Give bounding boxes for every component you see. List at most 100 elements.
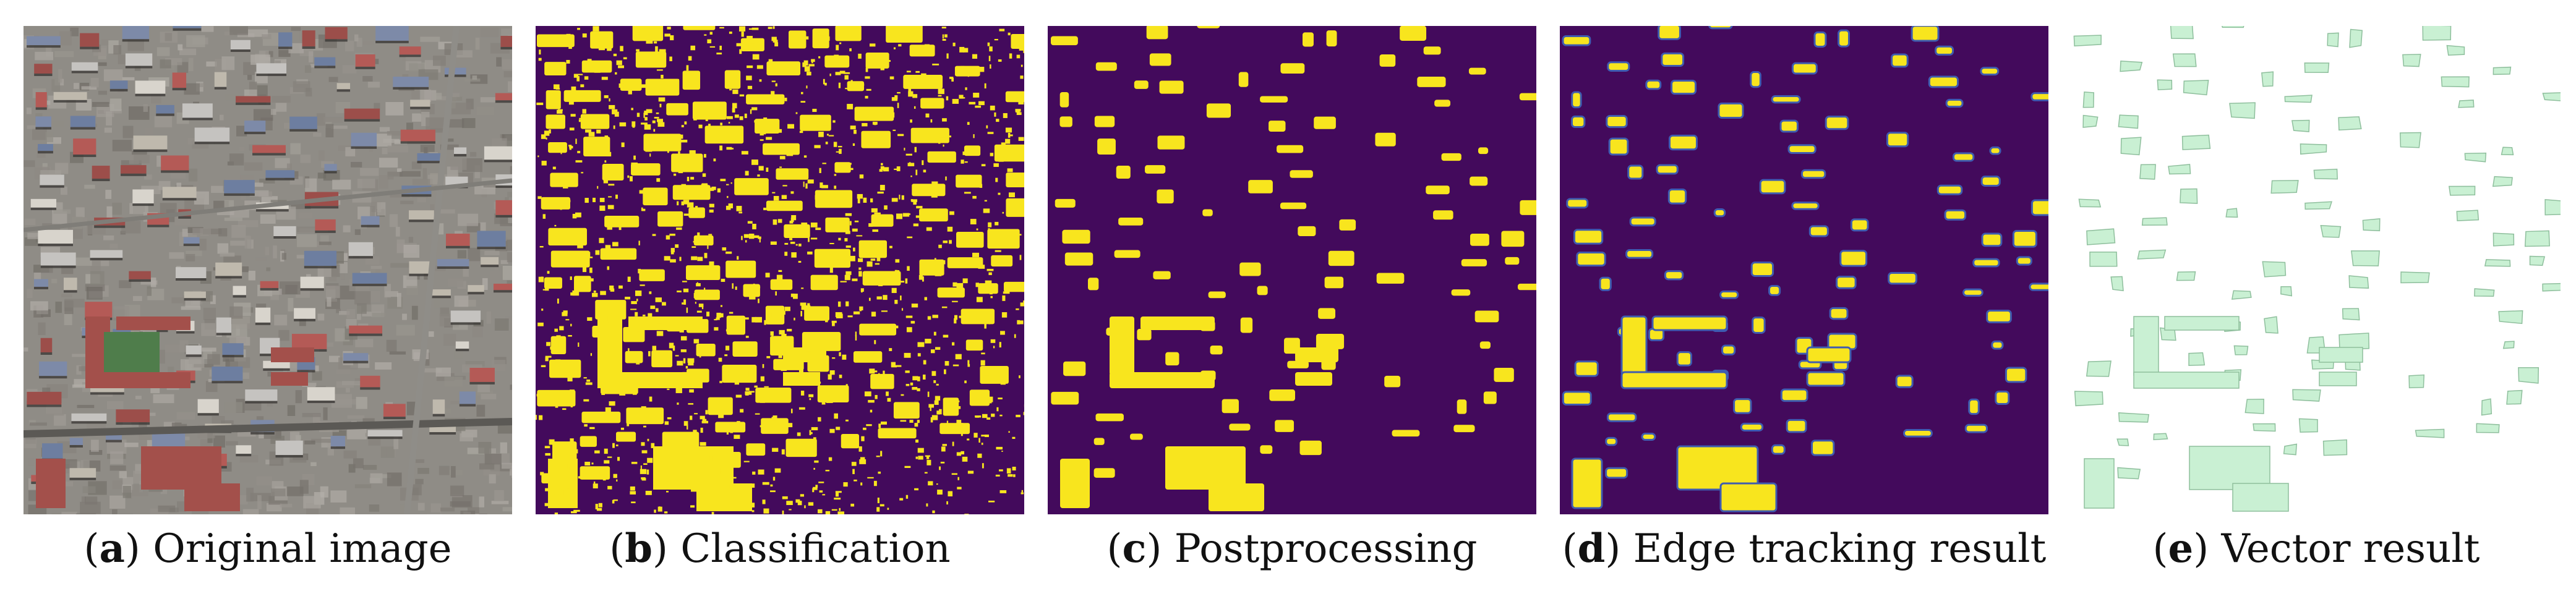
noise-pixel [751,446,756,449]
noise-pixel [541,276,543,281]
noise-pixel [851,462,857,466]
noise-pixel [814,354,821,356]
building-roof [348,242,374,257]
noise-pixel [975,283,979,287]
noise-pixel [664,33,670,37]
noise-pixel [811,59,815,62]
noise-pixel [956,283,964,288]
building-pixel [581,60,612,73]
tracked-edge [1771,95,1801,104]
noise-pixel [589,257,593,258]
noise-pixel [1019,234,1022,236]
noise-pixel [952,282,957,287]
building-roof [399,46,421,55]
noise-pixel [717,188,721,193]
noise-pixel [549,66,555,70]
noise-pixel [828,374,832,380]
noise-pixel [750,109,752,114]
noise-pixel [764,320,766,325]
noise-pixel [865,67,868,72]
noise-pixel [760,376,764,381]
noise-pixel [839,42,842,45]
noise-pixel [801,33,805,38]
noise-pixel [790,293,795,297]
noise-pixel [699,355,701,358]
building-polygon [2448,185,2476,196]
noise-pixel [891,287,897,294]
noise-pixel [739,26,746,32]
building-pixel [927,151,956,163]
tracked-edge [1891,53,1909,68]
building-pixel [763,143,800,155]
building-blob [1318,308,1336,319]
noise-pixel [559,326,564,331]
noise-pixel [555,359,561,363]
noise-pixel [568,45,572,49]
noise-pixel [1008,32,1011,36]
tracked-edge [1599,276,1612,291]
noise-pixel [737,256,739,260]
noise-pixel [675,244,679,248]
noise-pixel [646,109,653,113]
noise-pixel [689,150,696,155]
noise-pixel [636,331,640,335]
building-roof [429,425,456,433]
tracked-edge [1641,432,1656,441]
noise-pixel [845,231,850,234]
building-roof [409,261,430,274]
building-polygon [2362,218,2381,232]
noise-pixel [695,435,697,441]
noise-pixel [849,255,855,261]
noise-pixel [878,471,881,474]
noise-pixel [917,388,920,391]
noise-pixel [539,245,544,248]
noise-pixel [834,222,837,227]
noise-pixel [813,437,816,441]
noise-pixel [716,312,721,318]
noise-pixel [604,448,608,454]
noise-pixel [635,312,638,316]
noise-pixel [981,352,985,355]
noise-pixel [918,274,923,280]
noise-pixel [643,425,646,428]
noise-pixel [752,235,760,238]
noise-pixel [1016,308,1019,310]
noise-pixel [645,147,653,152]
building-polygon [2231,290,2252,300]
noise-pixel [681,323,688,329]
noise-pixel [570,438,574,443]
noise-pixel [641,122,648,125]
noise-pixel [880,166,884,171]
building-polygon [2322,439,2348,456]
noise-pixel [1000,331,1005,335]
building-roof [455,341,469,349]
noise-pixel [630,486,635,491]
noise-pixel [737,421,740,423]
noise-pixel [915,215,923,218]
noise-pixel [900,281,905,283]
noise-pixel [905,153,912,156]
tracked-edge [2029,283,2048,291]
noise-pixel [789,238,793,240]
noise-pixel [604,160,607,163]
noise-pixel [798,244,802,247]
building-pixel [666,103,688,116]
noise-pixel [989,292,993,295]
building-blob [1275,420,1294,432]
building-blob [1095,413,1124,422]
building-pixel [817,385,849,403]
noise-pixel [729,312,734,314]
noise-pixel [835,492,839,497]
noise-pixel [975,416,979,418]
noise-pixel [952,441,954,446]
building-roof [184,291,206,299]
building-roof [307,387,335,401]
noise-pixel [678,151,680,157]
noise-pixel [599,472,606,475]
noise-pixel [627,420,630,427]
noise-pixel [625,297,631,300]
tracked-edge [1791,62,1818,75]
noise-pixel [889,112,895,118]
noise-pixel [858,258,863,262]
noise-pixel [965,87,967,90]
